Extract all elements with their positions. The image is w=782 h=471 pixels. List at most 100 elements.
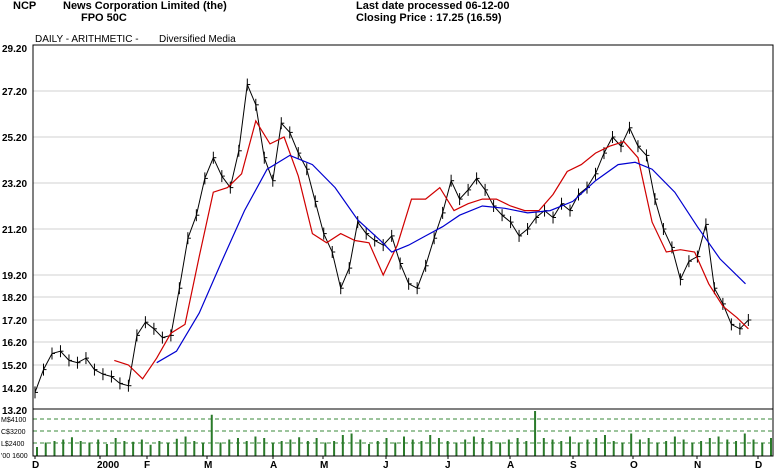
volume-bar <box>770 438 772 456</box>
price-tick-label: 27.20 <box>2 87 27 98</box>
volume-bar <box>359 439 362 456</box>
price-tick-label: 13.20 <box>2 406 27 417</box>
volume-bar <box>481 438 484 456</box>
volume-bar <box>263 438 266 456</box>
price-series <box>34 78 752 399</box>
date-tick-label: O <box>630 460 638 471</box>
volume-bar <box>298 437 301 456</box>
volume-bar <box>726 439 729 456</box>
price-tick-label: 21.20 <box>2 225 27 236</box>
volume-bar <box>341 435 344 456</box>
date-tick-label: A <box>270 460 277 471</box>
volume-axis-ticks: M$4100 C$3200 L$2400 '00 1600 <box>1 417 28 460</box>
volume-bar <box>368 444 371 456</box>
volume-bar <box>437 438 440 456</box>
volume-bar <box>525 441 528 456</box>
volume-bar <box>420 441 423 456</box>
volume-bar <box>647 438 650 456</box>
volume-bar <box>114 438 117 456</box>
volume-bar <box>472 436 475 456</box>
company-name: News Corporation Limited (the) <box>63 0 227 12</box>
volume-bar <box>132 441 135 456</box>
volume-bar <box>219 442 222 456</box>
date-tick-label: J <box>445 460 451 471</box>
volume-bar <box>700 441 703 456</box>
date-tick-label: J <box>383 460 389 471</box>
volume-bar <box>236 438 239 456</box>
date-tick-label: A <box>507 460 514 471</box>
volume-bar <box>691 442 694 456</box>
sector-label: Diversified Media <box>159 34 236 45</box>
volume-bar <box>289 439 292 456</box>
volume-bar <box>455 442 458 456</box>
volume-bar <box>569 436 572 456</box>
volume-bar <box>228 439 231 456</box>
volume-bar <box>36 447 38 456</box>
volume-bar <box>175 438 178 456</box>
date-tick-label: S <box>570 460 577 471</box>
volume-bar <box>551 439 554 456</box>
volume-bar <box>665 441 668 456</box>
volume-bar <box>350 433 353 456</box>
price-tick-label: 18.20 <box>2 293 27 304</box>
security-name: FPO 50C <box>81 12 127 24</box>
volume-bar <box>254 436 257 456</box>
date-tick-label: N <box>694 460 701 471</box>
price-tick-label: 29.20 <box>2 44 27 55</box>
volume-bar <box>630 433 633 456</box>
price-tick-label: 19.20 <box>2 271 27 282</box>
volume-bar <box>123 441 126 456</box>
date-tick-label: M <box>204 460 212 471</box>
volume-bar <box>638 439 641 456</box>
price-tick-label: 14.20 <box>2 384 27 395</box>
volume-bar <box>735 441 738 456</box>
volume-bar <box>376 441 379 456</box>
volume-bar <box>490 441 493 456</box>
volume-bar <box>516 438 519 456</box>
date-tick-label: M <box>320 460 328 471</box>
date-tick-label: D <box>755 460 762 471</box>
chart-mode-label: DAILY - ARITHMETIC - <box>35 34 139 45</box>
volume-bar <box>140 439 143 456</box>
volume-bar <box>202 442 205 456</box>
volume-bar <box>673 436 676 456</box>
volume-bar <box>429 435 432 456</box>
volume-bar <box>79 441 82 456</box>
date-tick-label: 2000 <box>97 460 120 471</box>
volume-bar <box>97 439 100 456</box>
volume-bar <box>315 438 318 456</box>
volume-bar <box>105 444 108 456</box>
volume-bar <box>158 441 161 456</box>
date-axis-ticks: D 2000 F M A M J J A S O N D <box>32 456 762 471</box>
volume-bar <box>280 441 283 456</box>
price-grid <box>33 90 773 389</box>
moving-average-long-line <box>156 154 746 364</box>
ticker-symbol: NCP <box>13 0 37 12</box>
volume-bar <box>612 441 615 456</box>
volume-bar <box>542 438 545 456</box>
volume-bar <box>499 442 502 456</box>
volume-panel-frame <box>32 408 774 457</box>
volume-tick-label: '00 1600 <box>1 453 28 460</box>
volume-bar <box>149 444 152 456</box>
date-tick-label: F <box>144 460 150 471</box>
volume-bar <box>621 442 624 456</box>
volume-bar <box>708 438 711 456</box>
volume-bar <box>62 439 65 456</box>
volume-bar <box>507 439 510 456</box>
volume-bar <box>88 442 91 456</box>
price-axis-ticks: 29.20 27.20 25.20 23.20 21.20 19.20 18.20 17.20… <box>2 44 27 417</box>
volume-bar <box>70 437 73 456</box>
volume-bar <box>682 439 685 456</box>
volume-bar <box>577 442 580 456</box>
moving-average-short-line <box>114 119 749 380</box>
volume-bar <box>245 441 248 456</box>
volume-bar <box>324 442 327 456</box>
volume-bar <box>271 442 274 456</box>
price-tick-label: 23.20 <box>2 179 27 190</box>
volume-bar <box>184 436 187 456</box>
price-tick-label: 16.20 <box>2 338 27 349</box>
volume-bar <box>586 439 589 456</box>
volume-bar <box>210 414 213 456</box>
